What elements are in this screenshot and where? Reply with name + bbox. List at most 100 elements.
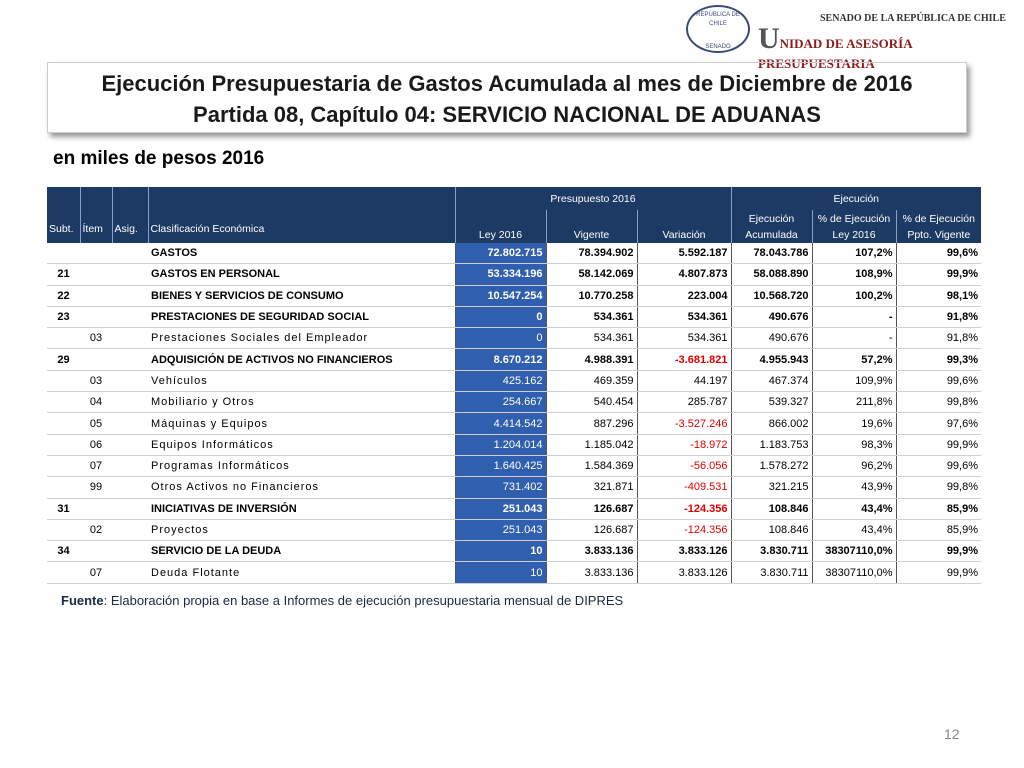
table-row: 29 ADQUISICIÓN DE ACTIVOS NO FINANCIEROS 8… [47,348,982,371]
table-row: 99 Otros Activos no Financieros 731.402 321… [47,476,982,499]
table-row: 22 BIENES Y SERVICIOS DE CONSUMO 10.547.25… [47,285,982,307]
table-row: 02 Proyectos 251.043 126.687 -124.356 108.846… [47,519,982,542]
value-cell: - [811,306,896,329]
table-row: 31 INICIATIVAS DE INVERSIÓN 251.043 126.687… [47,498,982,520]
asig [112,391,148,414]
asig [112,412,148,435]
value-cell: 99,6% [895,243,982,265]
value-cell: 4.414.542 [454,412,546,435]
value-cell: 467.374 [730,370,812,393]
table-row: 05 Máquinas y Equipos 4.414.542 887.296 -3.5… [47,412,982,435]
value-cell: 100,2% [811,285,896,307]
value-cell: 1.578.272 [730,455,812,478]
column-header: Clasificación Económica [147,187,455,243]
page-number: 12 [944,726,960,742]
subt [47,243,80,265]
table-row: 06 Equipos Informáticos 1.204.014 1.185.042… [47,434,982,456]
value-cell: 78.043.786 [730,243,812,265]
column-header: Asig. [111,187,148,243]
value-cell: 98,3% [811,434,896,456]
value-cell: 321.215 [730,476,812,499]
item [80,498,112,520]
column-header: % de Ejecución Ppto. Vigente [895,210,982,243]
value-cell: 10 [454,561,546,584]
asig [112,263,148,286]
value-cell: 1.584.369 [545,455,637,478]
value-cell: 10.770.258 [545,285,637,307]
header-row: Ley 2016 Vigente Variación Ejecución Acumul… [47,210,982,243]
label: GASTOS EN PERSONAL [148,263,455,286]
source-text: : Elaboración propia en base a Informes … [103,593,624,608]
value-cell: 540.454 [545,391,637,414]
value-cell: 5.592.187 [636,243,731,265]
asig [112,285,148,307]
item [80,348,112,371]
table-row: 07 Programas Informáticos 1.640.425 1.584.3… [47,455,982,478]
value-cell: 44.197 [636,370,731,393]
label: Otros Activos no Financieros [148,476,455,499]
value-cell: 1.640.425 [454,455,546,478]
value-cell: -124.356 [636,519,731,542]
value-cell: 3.833.136 [545,561,637,584]
label: Máquinas y Equipos [148,412,455,435]
table-row: GASTOS 72.802.715 78.394.902 5.592.187 78.04… [47,243,982,265]
table-row: 07 Deuda Flotante 10 3.833.136 3.833.126 3.83… [47,561,982,584]
title-box: Ejecución Presupuestaria de Gastos Acumu… [47,62,967,133]
value-cell: 38307110,0% [811,561,896,584]
value-cell: 96,2% [811,455,896,478]
value-cell: 58.088.890 [730,263,812,286]
value-cell: 3.830.711 [730,540,812,563]
asig [112,434,148,456]
value-cell: 534.361 [545,327,637,350]
column-header: Ley 2016 [454,210,546,243]
value-cell: 43,4% [811,519,896,542]
item [80,285,112,307]
value-cell: 490.676 [730,306,812,329]
value-cell: 3.833.136 [545,540,637,563]
label: Programas Informáticos [148,455,455,478]
value-cell: 223.004 [636,285,731,307]
subt [47,370,80,393]
value-cell: 3.833.126 [636,561,731,584]
item [80,263,112,286]
value-cell: 0 [454,306,546,329]
value-cell: 866.002 [730,412,812,435]
asig [112,306,148,329]
value-cell: 534.361 [636,306,731,329]
table-row: 03 Vehículos 425.162 469.359 44.197 467.374 10… [47,370,982,393]
value-cell: - [811,327,896,350]
value-cell: 321.871 [545,476,637,499]
asig [112,455,148,478]
value-cell: 19,6% [811,412,896,435]
title-line: Partida 08, Capítulo 04: SERVICIO NACION… [193,102,821,127]
group-header: Presupuesto 2016 [454,187,731,210]
value-cell: 10 [454,540,546,563]
column-header: Subt. [47,187,80,243]
value-cell: 85,9% [895,519,982,542]
value-cell: -56.056 [636,455,731,478]
value-cell: 425.162 [454,370,546,393]
value-cell: 99,9% [895,263,982,286]
value-cell: 211,8% [811,391,896,414]
subt: 21 [47,263,80,286]
source-label: Fuente [61,593,104,608]
value-cell: 99,3% [895,348,982,371]
subt [47,412,80,435]
subt [47,327,80,350]
value-cell: 8.670.212 [454,348,546,371]
value-cell: 38307110,0% [811,540,896,563]
subt: 29 [47,348,80,371]
value-cell: 1.183.753 [730,434,812,456]
asig [112,348,148,371]
item [80,540,112,563]
label: ADQUISICIÓN DE ACTIVOS NO FINANCIEROS [148,348,455,371]
asig [112,498,148,520]
value-cell: 98,1% [895,285,982,307]
value-cell: 85,9% [895,498,982,520]
table-row: 04 Mobiliario y Otros 254.667 540.454 285.78… [47,391,982,414]
value-cell: 43,4% [811,498,896,520]
value-cell: 108,9% [811,263,896,286]
value-cell: 108.846 [730,498,812,520]
subt: 31 [47,498,80,520]
value-cell: 731.402 [454,476,546,499]
